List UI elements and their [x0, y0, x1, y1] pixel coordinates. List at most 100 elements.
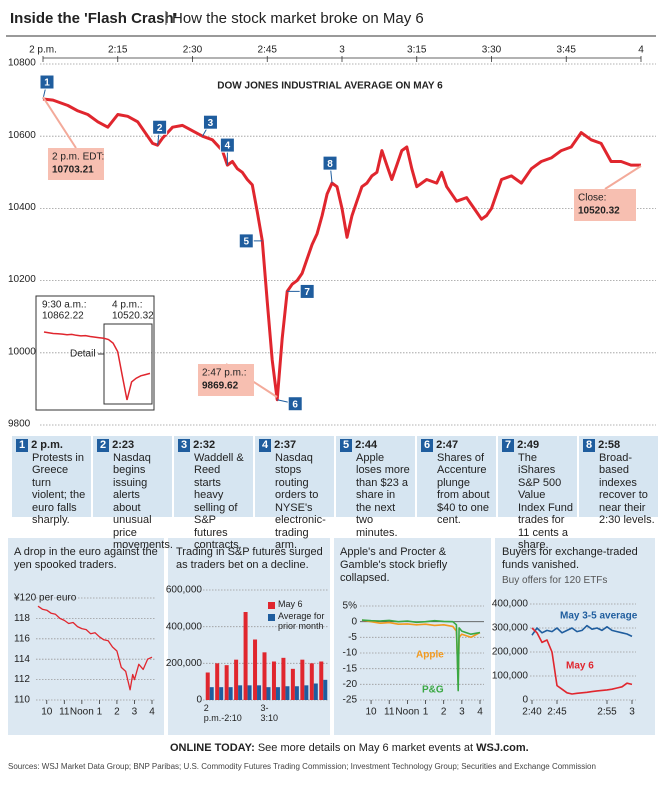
event-box: 8 2:58 Broad-based indexes recover to near… — [579, 436, 658, 526]
y-tick-label: 0 — [351, 616, 357, 627]
annotation-value: 9869.62 — [202, 381, 239, 392]
y-tick-label: 10000 — [8, 346, 36, 357]
online-text: See more details on May 6 market events … — [257, 742, 474, 754]
annotation-label: Close: — [578, 193, 606, 204]
x-tick-label: 11 — [384, 707, 395, 718]
x-tick-label: 2 — [441, 707, 447, 718]
header-divider: | — [164, 9, 168, 26]
bar — [243, 612, 248, 700]
y-tick-label: 600,000 — [166, 585, 203, 596]
event-number: 6 — [421, 439, 434, 452]
y-tick-label: 100,000 — [492, 671, 529, 682]
line — [43, 331, 151, 401]
event-time: 2:23 — [112, 439, 135, 451]
y-tick-label: -10 — [343, 648, 358, 659]
line — [531, 624, 633, 638]
x-tick-label: 1 — [423, 707, 429, 718]
line — [37, 605, 153, 691]
header-bg — [0, 0, 662, 36]
panel-title: Buyers for exchange-traded funds vanishe… — [502, 546, 638, 571]
y-tick-label: -25 — [343, 695, 358, 706]
x-tick-label: 2 — [114, 707, 120, 718]
x-tick-label: 3 — [339, 45, 345, 56]
y-tick-label: 400,000 — [166, 621, 203, 632]
x-tick-label: 4 — [638, 45, 644, 56]
bar — [313, 683, 318, 700]
y-tick-label: 200,000 — [166, 658, 203, 669]
marker-box — [202, 114, 218, 130]
bar — [205, 672, 210, 700]
y-tick-label: 200,000 — [492, 647, 529, 658]
series-label: P&G — [422, 685, 444, 696]
line — [42, 97, 641, 402]
annotation-leader — [42, 96, 77, 149]
bar — [266, 687, 271, 700]
bar — [209, 687, 214, 700]
y-tick-label: 5% — [343, 601, 358, 612]
x-tick-label: 2:30 — [183, 45, 203, 56]
bar — [219, 687, 224, 700]
x-tick-label: 2:40 — [522, 707, 542, 718]
y-tick-label: -20 — [343, 679, 358, 690]
event-text: Waddell & Reed starts heavy selling of S… — [194, 451, 244, 552]
annotation-leader — [604, 165, 642, 190]
x-tick-label: 11 — [59, 707, 70, 718]
line — [531, 627, 633, 695]
line — [361, 619, 481, 682]
x-tick-label: Noon — [395, 707, 419, 718]
event-time: 2:49 — [517, 439, 540, 451]
marker-label: 3 — [208, 118, 214, 129]
inset-value: 10862.22 — [42, 311, 84, 322]
y-tick-label: 0 — [522, 695, 528, 706]
y-tick-label: 300,000 — [492, 623, 529, 634]
bar — [257, 685, 262, 700]
bar — [228, 687, 233, 700]
event-time: 2:44 — [355, 439, 378, 451]
annotation-box — [198, 364, 254, 396]
event-time: 2:32 — [193, 439, 216, 451]
panel — [8, 538, 164, 735]
x-tick-label: 3:30 — [482, 45, 502, 56]
bar — [275, 687, 280, 700]
y-tick-label: ¥120 per euro — [13, 593, 77, 604]
bar — [262, 652, 267, 700]
y-tick-label: 118 — [14, 613, 30, 624]
marker-label: 7 — [304, 287, 310, 298]
bar — [247, 685, 252, 700]
bar — [234, 659, 239, 700]
x-tick-label: 3 — [459, 707, 465, 718]
event-number: 2 — [97, 439, 110, 452]
y-tick-label: -15 — [343, 663, 358, 674]
event-number: 7 — [502, 439, 515, 452]
y-tick-label: 400,000 — [492, 599, 529, 610]
legend-swatch — [268, 614, 275, 621]
bar — [281, 657, 286, 700]
event-time: 2 p.m. — [31, 439, 63, 451]
event-text: Nasdaq stops routing orders to NYSE's el… — [275, 451, 326, 552]
annotation-value: 10703.21 — [52, 165, 94, 176]
bar — [271, 661, 276, 700]
marker-label: 4 — [225, 141, 231, 152]
marker-box — [219, 137, 235, 153]
series-label: May 6 — [566, 661, 594, 672]
x-tick-label: 3:45 — [557, 45, 577, 56]
x-tick-label: 4 — [477, 707, 483, 718]
event-time: 2:47 — [436, 439, 459, 451]
annotation-box — [574, 189, 636, 221]
x-tick-label: 2:15 — [108, 45, 128, 56]
marker-box — [39, 74, 55, 90]
sources: Sources: WSJ Market Data Group; BNP Pari… — [8, 762, 596, 771]
x-tick-label: 2 p.m.-2:10 — [203, 703, 242, 723]
event-text: Apple loses more than $23 a share in the… — [356, 451, 410, 539]
event-box: 4 2:37 Nasdaq stops routing orders to NYSE… — [255, 436, 334, 551]
bar — [215, 663, 220, 700]
x-tick-label: Noon — [70, 707, 94, 718]
y-tick-label: 10400 — [8, 202, 36, 213]
online-today: ONLINE TODAY: See more details on May 6 … — [170, 742, 529, 755]
series-label: May 3-5 average — [560, 611, 638, 622]
y-tick-label: 116 — [14, 633, 30, 644]
panel-title: A drop in the euro against the yen spook… — [14, 546, 158, 571]
event-time: 2:58 — [598, 439, 621, 451]
